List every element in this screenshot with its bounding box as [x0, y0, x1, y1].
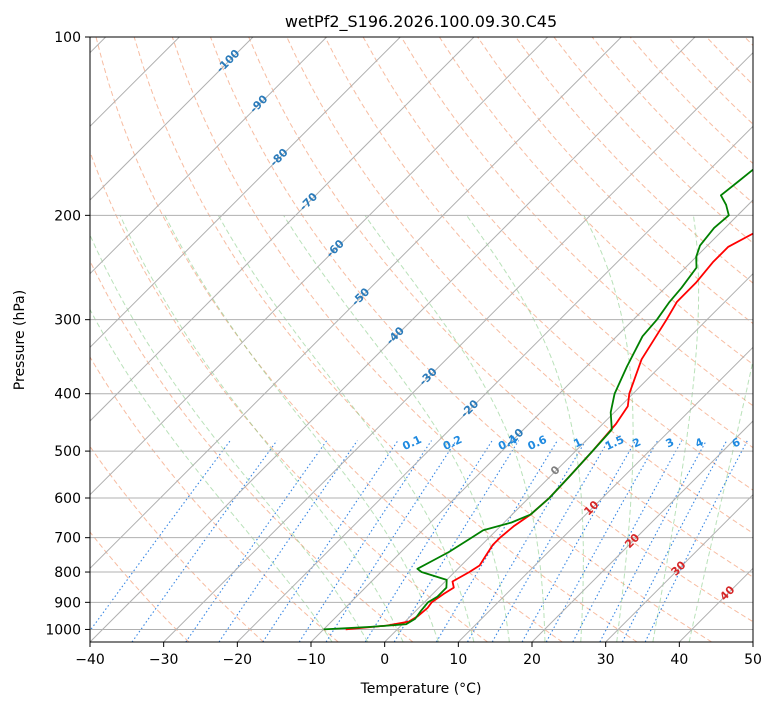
y-axis-label: Pressure (hPa) — [12, 290, 28, 390]
y-tick-label: 300 — [54, 313, 81, 329]
mixing-ratio-line — [298, 440, 432, 642]
moist-adiabat — [90, 233, 369, 642]
mixing-ratio-line — [325, 440, 457, 642]
mixing-ratio-line — [131, 440, 278, 642]
dry-adiabat — [171, 37, 712, 642]
dry-adiabat — [400, 37, 753, 407]
x-tick-label: 30 — [597, 652, 615, 668]
moist-adiabat — [364, 215, 546, 642]
mixing-ratio-line — [90, 440, 231, 632]
dry-adiabat — [248, 37, 753, 578]
x-axis: −40 −30 −20 −10 0 10 20 30 40 50 — [75, 642, 762, 668]
x-tick-label: −30 — [149, 652, 179, 668]
y-tick-label: 100 — [54, 30, 81, 46]
y-tick-label: 500 — [54, 444, 81, 460]
x-tick-label: 10 — [449, 652, 467, 668]
isotherm-line — [90, 37, 328, 275]
isotherm-line — [90, 37, 475, 422]
x-tick-label: 40 — [670, 652, 688, 668]
moist-adiabat — [164, 215, 439, 642]
mixing-ratio-line — [262, 440, 399, 642]
chart-title: wetPf2_S196.2026.100.09.30.C45 — [285, 12, 557, 32]
dry-adiabat — [90, 531, 190, 642]
y-tick-label: 900 — [54, 595, 81, 611]
isotherm-line — [90, 37, 696, 642]
y-tick-label: 1000 — [45, 622, 81, 638]
dry-adiabat — [95, 37, 563, 642]
dry-adiabat — [515, 37, 753, 284]
mixing-ratio-labels: 0.10.20.40.611.52346810131620253036 — [400, 433, 742, 453]
x-tick-label: 20 — [523, 652, 541, 668]
dry-adiabat — [90, 356, 339, 642]
x-tick-label: 0 — [380, 652, 389, 668]
isotherm-line — [310, 199, 753, 642]
y-axis: 100 200 300 400 500 600 700 800 900 1000 — [45, 30, 90, 638]
mixing-ratio-line — [467, 440, 587, 642]
x-tick-label: −10 — [296, 652, 326, 668]
dry-adiabat — [438, 37, 753, 366]
x-tick-label: −40 — [75, 652, 105, 668]
isotherm-line — [90, 37, 549, 496]
y-tick-label: 200 — [54, 208, 81, 224]
background-lines — [90, 37, 753, 642]
moist-adiabat — [583, 215, 634, 642]
moist-adiabat — [688, 358, 753, 642]
mixing-ratio-line — [364, 440, 493, 642]
isotherm-line — [90, 37, 622, 570]
mixing-ratio-line — [521, 440, 637, 642]
series-temperature-line — [345, 232, 753, 631]
plot-frame — [89, 36, 754, 643]
y-tick-label: 400 — [54, 387, 81, 403]
isotherm-line — [531, 420, 753, 642]
mixing-ratio-line — [545, 440, 659, 642]
x-axis-label: Temperature (°C) — [360, 681, 482, 697]
isotherm-line — [384, 272, 753, 642]
x-tick-label: −20 — [223, 652, 253, 668]
dry-adiabat — [133, 37, 638, 642]
isotherm-line — [90, 37, 254, 201]
moist-adiabat — [283, 215, 510, 642]
profile-series — [323, 168, 753, 631]
dry-adiabat — [90, 445, 264, 642]
series-dewpoint-line — [323, 168, 753, 631]
isotherm-line — [163, 51, 753, 642]
mixing-ratio-line — [185, 440, 328, 642]
mixing-ratio-line — [435, 440, 558, 642]
mixing-ratio-line — [644, 440, 748, 642]
dry-adiabat — [324, 37, 753, 491]
x-tick-label: 50 — [744, 652, 762, 668]
moist-adiabat — [119, 215, 404, 642]
isotherm-line — [457, 346, 753, 642]
moist-adiabat — [652, 215, 700, 642]
mixing-ratio-line — [572, 440, 683, 642]
isotherm-line — [90, 37, 401, 349]
y-tick-label: 700 — [54, 531, 81, 547]
mixing-ratio-line — [491, 440, 609, 642]
isotherm-line — [236, 125, 753, 642]
y-tick-label: 600 — [54, 491, 81, 507]
isotherm-line — [605, 493, 753, 642]
y-tick-label: 800 — [54, 565, 81, 581]
grid-lines — [90, 37, 753, 642]
